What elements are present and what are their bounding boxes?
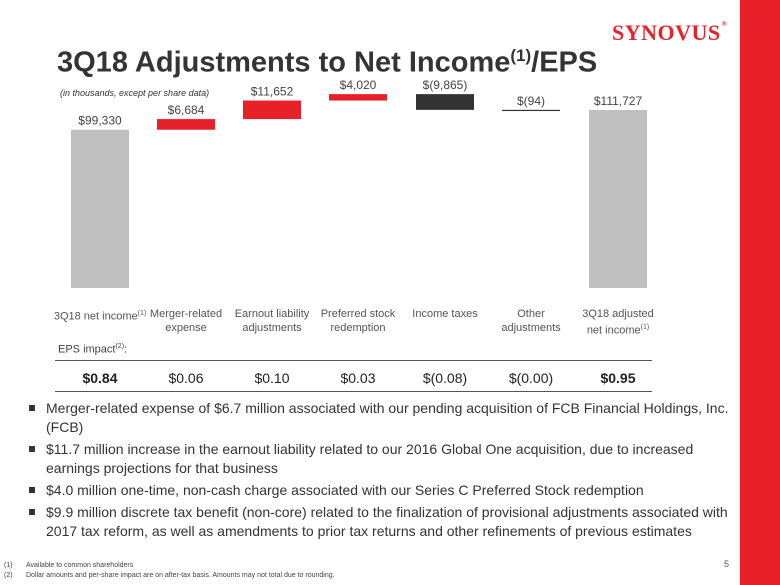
category-footnote-ref: (1) [137, 310, 147, 317]
bullet-text: $4.0 million one-time, non-cash charge a… [46, 482, 644, 498]
category-line: Other [517, 308, 545, 320]
bullet-text: $11.7 million increase in the earnout li… [46, 441, 694, 476]
registered-mark: ® [721, 20, 728, 28]
data-label-6: $(94) [517, 94, 545, 108]
title-footnote-ref: (1) [510, 46, 532, 65]
category-line: 3Q18 net income [53, 310, 138, 323]
data-label-7: $111,727 [594, 94, 643, 108]
bullet-item-4: $9.9 million discrete tax benefit (non-c… [26, 503, 731, 541]
category-label-2: Merger-related expense [138, 307, 234, 335]
eps-label-colon: : [124, 343, 128, 356]
footnote-text: Available to common shareholders [26, 562, 134, 569]
category-line: expense [165, 322, 207, 334]
category-label-7: 3Q18 adjusted net income(1) [570, 307, 666, 338]
bullet-text: Merger-related expense of $6.7 million a… [46, 400, 729, 435]
title-main: 3Q18 Adjustments to Net Income [57, 46, 511, 79]
page-number: 5 [724, 559, 730, 569]
bar-3 [243, 100, 301, 120]
side-accent-bar [740, 0, 780, 585]
slide-title: 3Q18 Adjustments to Net Income(1)/EPS [57, 46, 597, 80]
category-line: 3Q18 adjusted [582, 308, 654, 320]
square-bullet-icon [29, 509, 35, 515]
category-line: net income [586, 324, 641, 337]
title-suffix: /EPS [531, 46, 598, 79]
eps-value-5: $(0.08) [422, 370, 468, 386]
data-label-2: $6,684 [168, 103, 205, 117]
eps-value-1: $0.84 [82, 370, 118, 386]
bar-4 [329, 94, 387, 101]
data-label-3: $11,652 [251, 85, 294, 99]
waterfall-chart: $99,330 $6,684 $11,652 $4,020 $(9,865) $(94) $… [71, 78, 647, 289]
category-line: Income taxes [412, 308, 478, 320]
category-line: redemption [330, 322, 386, 334]
bullet-item-3: $4.0 million one-time, non-cash charge a… [26, 481, 731, 500]
category-line: Earnout liability [234, 308, 310, 320]
data-label-4: $4,020 [340, 78, 377, 92]
square-bullet-icon [29, 405, 35, 411]
footnote-number: (1) [4, 562, 13, 569]
square-bullet-icon [29, 487, 35, 493]
category-label-3: Earnout liability adjustments [224, 307, 320, 335]
bar-7 [589, 109, 647, 289]
footnote-1: (1) Available to common shareholders [4, 561, 335, 571]
category-label-4: Preferred stock redemption [310, 307, 406, 335]
bullet-item-1: Merger-related expense of $6.7 million a… [26, 399, 731, 437]
eps-label-text: EPS impact [58, 343, 116, 356]
bar-2 [157, 119, 215, 130]
footnote-number: (2) [4, 572, 13, 579]
eps-value-7: $0.95 [600, 370, 636, 386]
category-label-5: Income taxes [397, 307, 493, 321]
footnote-text: Dollar amounts and per-share impact are … [26, 572, 335, 579]
footnotes: (1) Available to common shareholders (2) Do… [4, 561, 335, 581]
logo-text: SYNOVUS [612, 20, 721, 45]
category-label-1: 3Q18 net income(1) [52, 307, 148, 324]
category-line: Preferred stock [320, 308, 396, 320]
category-divider [55, 360, 652, 361]
category-line: Merger-related [149, 308, 223, 320]
bullet-list: Merger-related expense of $6.7 million a… [26, 399, 731, 544]
eps-value-2: $0.06 [168, 370, 204, 386]
eps-value-3: $0.10 [254, 370, 290, 386]
eps-divider [55, 391, 652, 392]
category-footnote-ref: (1) [640, 324, 650, 331]
eps-value-4: $0.03 [340, 370, 376, 386]
data-label-5: $(9,865) [423, 78, 468, 92]
slide-subtitle: (in thousands, except per share data) [60, 88, 210, 98]
category-label-6: Other adjustments [483, 307, 579, 335]
bullet-text: $9.9 million discrete tax benefit (non-c… [46, 504, 728, 539]
synovus-logo: SYNOVUS® [612, 20, 727, 46]
bar-1 [71, 129, 129, 288]
bar-5 [416, 94, 474, 110]
eps-value-6: $(0.00) [508, 370, 554, 386]
eps-footnote-ref: (2) [115, 343, 125, 350]
bar-6 [502, 109, 560, 112]
footnote-2: (2) Dollar amounts and per-share impact a… [4, 571, 335, 581]
eps-impact-label: EPS impact(2): [58, 343, 127, 356]
bullet-item-2: $11.7 million increase in the earnout li… [26, 440, 731, 478]
category-line: adjustments [501, 322, 561, 334]
square-bullet-icon [29, 446, 35, 452]
category-line: adjustments [242, 322, 302, 334]
data-label-1: $99,330 [78, 114, 122, 128]
